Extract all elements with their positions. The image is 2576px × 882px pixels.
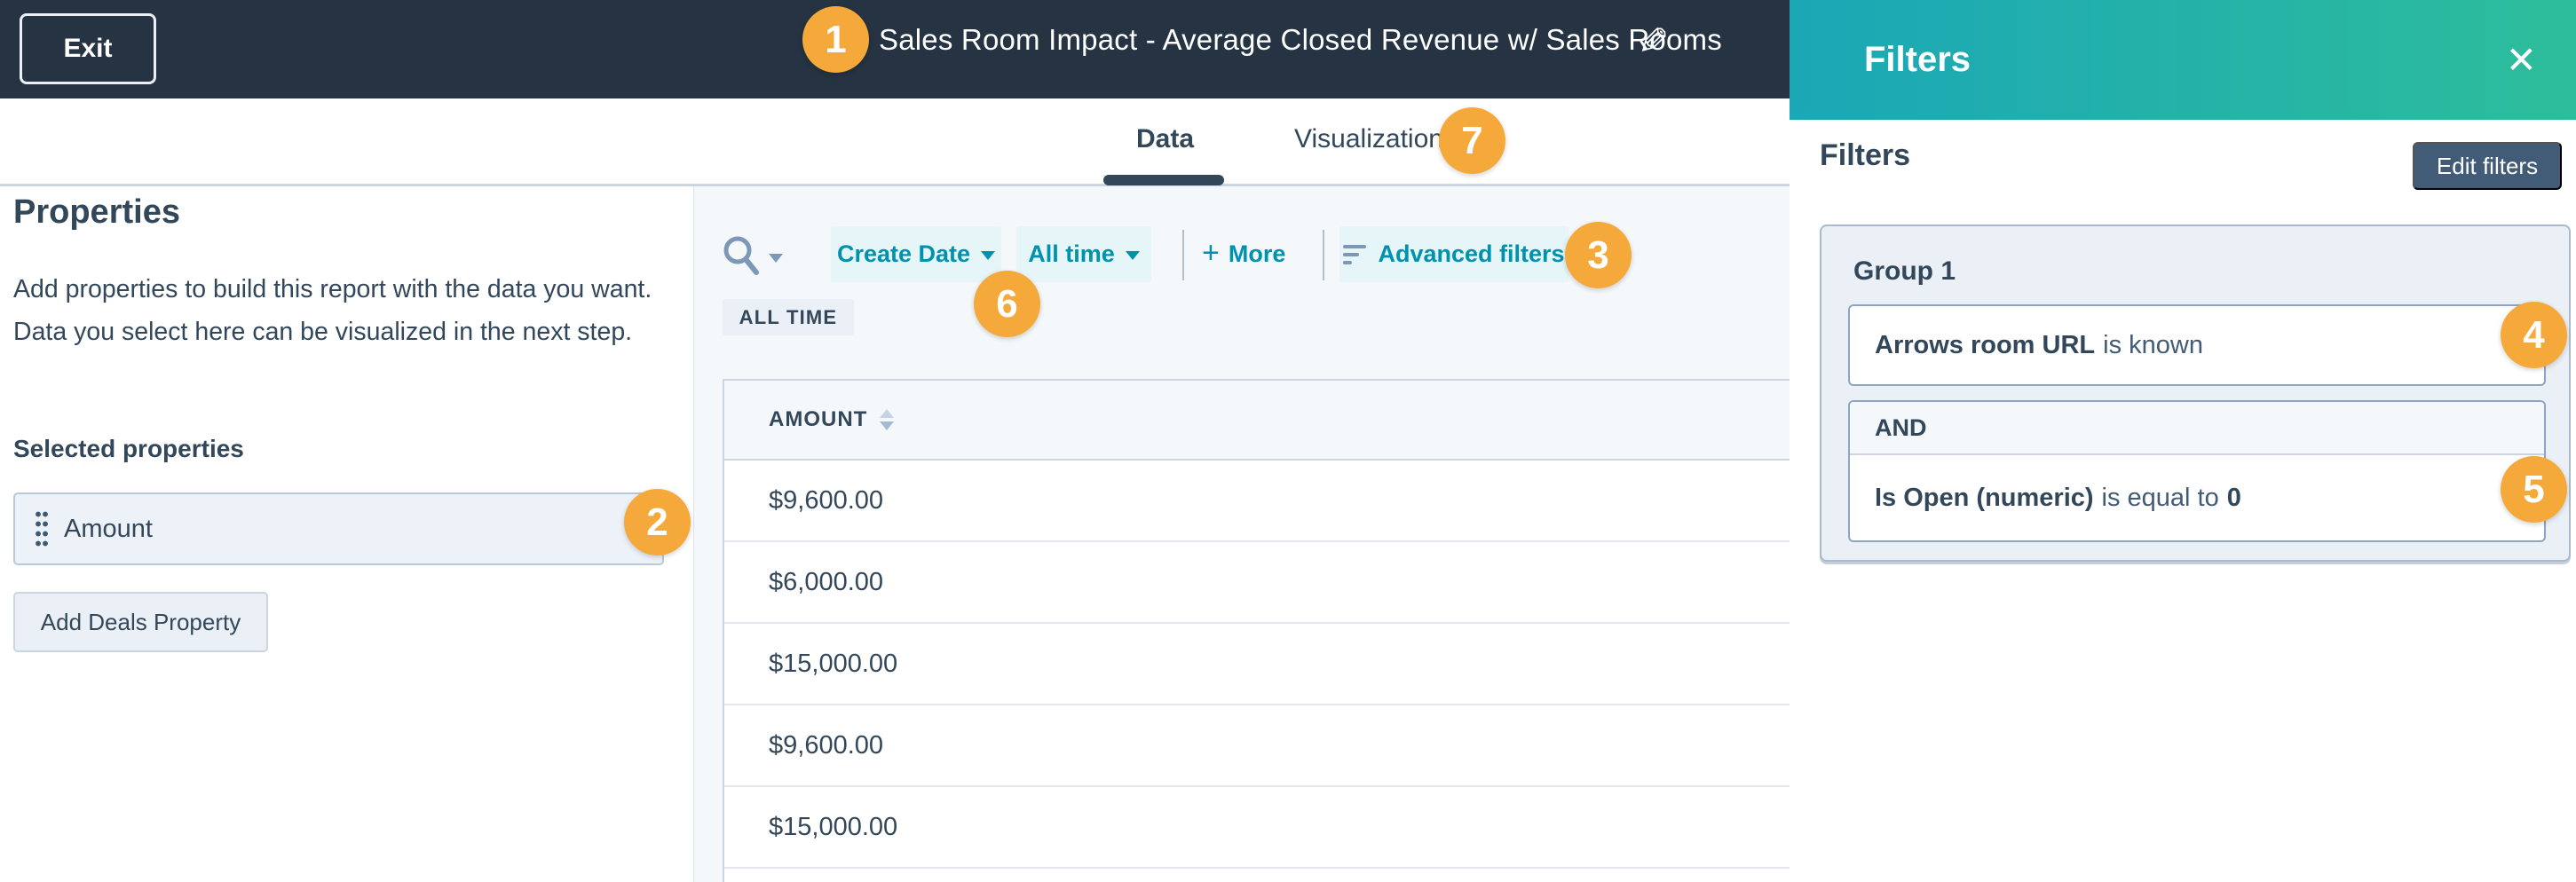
filter-icon	[1343, 240, 1367, 269]
create-date-dropdown[interactable]: Create Date	[831, 226, 1001, 282]
toolbar-separator	[1323, 230, 1324, 280]
annotation-badge-4: 4	[2501, 302, 2567, 368]
amount-cell: $15,000.00	[769, 812, 898, 841]
tab-data[interactable]: Data	[1135, 124, 1195, 154]
filter-condition-1[interactable]: Arrows room URL is known	[1848, 304, 2546, 386]
all-time-label: All time	[1028, 240, 1115, 267]
amount-cell: $9,600.00	[769, 730, 884, 760]
search-caret-icon	[769, 253, 783, 263]
amount-cell: $15,000.00	[769, 649, 898, 678]
sort-ascending-icon	[880, 409, 895, 418]
and-connector-label: AND	[1875, 413, 1927, 441]
chevron-down-icon	[1125, 251, 1140, 260]
amount-cell: $9,600.00	[769, 485, 884, 515]
search-icon	[723, 236, 759, 275]
annotation-badge-1: 1	[802, 6, 869, 73]
table-row: $9,600.00	[724, 461, 2576, 542]
annotation-badge-5: 5	[2501, 456, 2567, 523]
all-time-dropdown[interactable]: All time	[1016, 226, 1151, 282]
advanced-filters-button[interactable]: Advanced filters	[1339, 226, 1569, 282]
tab-visualization[interactable]: Visualization	[1294, 124, 1443, 154]
condition2-operator: is equal to	[2101, 483, 2219, 512]
annotation-badge-2: 2	[624, 489, 691, 555]
selected-properties-heading: Selected properties	[13, 435, 244, 462]
filters-panel: Filters ✕ Filters Edit filters Group 1 A…	[1790, 0, 2576, 882]
chevron-down-icon	[981, 251, 996, 260]
condition1-operator: is known	[2103, 330, 2203, 359]
add-deals-property-button[interactable]: Add Deals Property	[13, 592, 268, 652]
annotation-badge-7: 7	[1439, 107, 1505, 174]
report-title: Sales Room Impact - Average Closed Reven…	[879, 23, 1722, 56]
amount-cell: $6,000.00	[769, 567, 884, 596]
edit-filters-button[interactable]: Edit filters	[2413, 142, 2562, 190]
properties-panel-description: Add properties to build this report with…	[13, 275, 652, 346]
sort-descending-icon	[880, 421, 895, 430]
condition1-property: Arrows room URL	[1875, 330, 2096, 359]
condition2-property: Is Open (numeric)	[1875, 483, 2094, 512]
filters-section-title: Filters	[1820, 138, 1911, 172]
properties-panel-title: Properties	[13, 193, 180, 231]
table-row: $9,600.00	[724, 705, 2576, 787]
amount-header-label: AMOUNT	[769, 407, 868, 431]
annotation-badge-3: 3	[1565, 222, 1632, 288]
edit-title-pencil-icon[interactable]: ✎	[1638, 20, 1670, 62]
more-label: More	[1228, 240, 1286, 267]
filter-group-card: Group 1 Arrows room URL is known AND Is O…	[1820, 224, 2571, 562]
sort-icons[interactable]	[880, 409, 895, 430]
close-icon[interactable]: ✕	[2505, 39, 2537, 81]
drag-handle-icon[interactable]	[35, 509, 48, 548]
condition2-value: 0	[2226, 483, 2241, 512]
annotation-badge-6: 6	[974, 271, 1040, 337]
properties-panel: Properties Add properties to build this …	[0, 186, 692, 882]
search-button[interactable]	[721, 229, 783, 284]
create-date-label: Create Date	[836, 240, 971, 267]
table-row: $6,000.00	[724, 542, 2576, 624]
selected-property-label: Amount	[64, 514, 153, 543]
more-filters-button[interactable]: + More	[1193, 226, 1294, 282]
filter-condition-2[interactable]: AND Is Open (numeric) is equal to 0	[1848, 400, 2546, 542]
filters-panel-header: Filters ✕	[1790, 0, 2576, 120]
exit-button[interactable]: Exit	[20, 13, 156, 84]
selected-property-amount[interactable]: Amount	[13, 492, 664, 565]
toolbar-separator	[1182, 230, 1184, 280]
table-row: $15,000.00	[724, 624, 2576, 705]
active-tab-underline	[1103, 175, 1224, 185]
time-range-tag: ALL TIME	[723, 299, 854, 335]
plus-icon: +	[1202, 235, 1220, 270]
filter-group-title: Group 1	[1853, 256, 1956, 286]
filters-panel-title: Filters	[1864, 40, 1972, 79]
advanced-filters-label: Advanced filters	[1378, 240, 1565, 267]
and-connector-strip: AND	[1850, 402, 2544, 455]
table-row: $15,000.00	[724, 787, 2576, 869]
